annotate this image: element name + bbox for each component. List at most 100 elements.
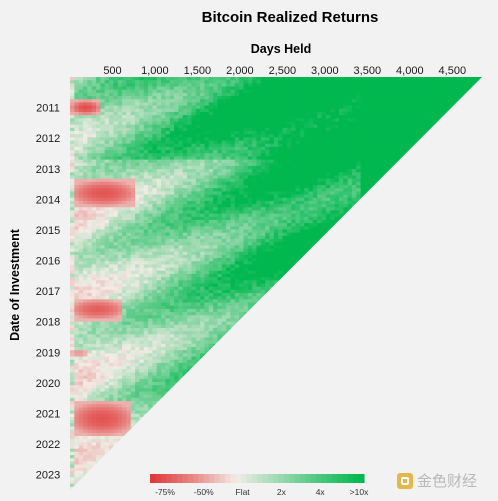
heatmap-cell — [460, 86, 466, 91]
heatmap-cell — [78, 169, 84, 173]
heatmap-cell — [308, 178, 314, 183]
heatmap-cell — [217, 111, 223, 116]
heatmap-cell — [152, 131, 158, 135]
heatmap-cell — [347, 204, 353, 208]
heatmap-cell — [416, 86, 422, 91]
heatmap-cell — [239, 210, 245, 215]
heatmap-cell — [386, 156, 392, 161]
heatmap-cell — [165, 242, 171, 246]
heatmap-cell — [213, 293, 219, 297]
heatmap-cell — [169, 121, 175, 126]
heatmap-cell — [135, 181, 140, 186]
heatmap-cell — [96, 197, 101, 202]
heatmap-cell — [213, 267, 219, 272]
heatmap-cell — [230, 89, 236, 94]
heatmap-cell — [74, 219, 80, 224]
heatmap-cell — [377, 146, 383, 151]
heatmap-cell — [295, 200, 301, 205]
heatmap-cell — [291, 219, 297, 224]
heatmap-cell — [200, 127, 206, 132]
heatmap-cell — [139, 115, 145, 119]
heatmap-cell — [299, 143, 305, 148]
heatmap-cell — [143, 169, 149, 173]
heatmap-cell — [239, 191, 245, 196]
heatmap-cell — [126, 229, 132, 234]
heatmap-cell — [191, 251, 197, 256]
heatmap-cell — [390, 105, 396, 110]
heatmap-cell — [204, 223, 210, 227]
heatmap-cell — [286, 124, 292, 129]
heatmap-cell — [373, 169, 379, 173]
heatmap-cell — [217, 264, 223, 269]
heatmap-cell — [330, 108, 336, 113]
heatmap-cell — [126, 162, 132, 167]
heatmap-cell — [221, 162, 227, 167]
heatmap-cell — [286, 254, 292, 259]
heatmap-cell — [87, 124, 93, 129]
heatmap-cell — [152, 124, 158, 129]
heatmap-cell — [143, 156, 149, 161]
heatmap-cell — [304, 235, 310, 240]
heatmap-cell — [299, 121, 305, 126]
heatmap-cell — [278, 134, 284, 138]
heatmap-cell — [364, 162, 370, 167]
heatmap-cell — [338, 140, 344, 145]
heatmap-cell — [416, 96, 422, 100]
heatmap-cell — [217, 248, 223, 253]
heatmap-cell — [135, 289, 140, 294]
heatmap-cell — [195, 175, 201, 180]
heatmap-cell — [100, 121, 106, 126]
heatmap-cell — [338, 96, 344, 100]
heatmap-cell — [74, 102, 80, 107]
heatmap-cell — [200, 232, 206, 237]
heatmap-cell — [252, 200, 258, 205]
heatmap-cell — [230, 280, 236, 285]
heatmap-cell — [109, 226, 114, 231]
heatmap-cell — [122, 213, 127, 218]
heatmap-cell — [91, 102, 97, 107]
heatmap-cell — [74, 270, 80, 275]
heatmap-cell — [148, 191, 153, 196]
heatmap-cell — [213, 156, 219, 161]
heatmap-cell — [152, 80, 158, 84]
heatmap-cell — [83, 102, 88, 107]
heatmap-cell — [87, 115, 93, 119]
heatmap-cell — [230, 127, 236, 132]
heatmap-cell — [421, 118, 427, 123]
heatmap-cell — [182, 207, 188, 212]
heatmap-cell — [161, 264, 167, 269]
heatmap-cell — [421, 92, 427, 97]
heatmap-cell — [265, 134, 271, 138]
heatmap-cell — [226, 175, 232, 180]
heatmap-cell — [226, 181, 232, 186]
heatmap-cell — [148, 80, 153, 84]
heatmap-cell — [291, 258, 297, 262]
heatmap-cell — [130, 251, 136, 256]
heatmap-cell — [260, 165, 266, 170]
heatmap-cell — [221, 150, 227, 154]
heatmap-cell — [317, 200, 323, 205]
heatmap-cell — [243, 175, 249, 180]
heatmap-cell — [234, 115, 240, 119]
heatmap-cell — [260, 162, 266, 167]
heatmap-cell — [221, 258, 227, 262]
heatmap-cell — [100, 146, 106, 151]
heatmap-cell — [334, 194, 340, 199]
heatmap-cell — [217, 102, 223, 107]
heatmap-cell — [304, 108, 310, 113]
heatmap-cell — [208, 210, 214, 215]
heatmap-cell — [74, 210, 80, 215]
heatmap-cell — [87, 204, 93, 208]
heatmap-cell — [360, 175, 366, 180]
heatmap-cell — [161, 137, 167, 142]
heatmap-cell — [200, 213, 206, 218]
heatmap-cell — [247, 89, 253, 94]
heatmap-cell — [273, 140, 279, 145]
heatmap-cell — [330, 99, 336, 104]
heatmap-cell — [304, 210, 310, 215]
heatmap-cell — [260, 188, 266, 192]
heatmap-cell — [109, 102, 114, 107]
heatmap-cell — [412, 140, 418, 145]
heatmap-cell — [87, 207, 93, 212]
heatmap-cell — [126, 108, 132, 113]
